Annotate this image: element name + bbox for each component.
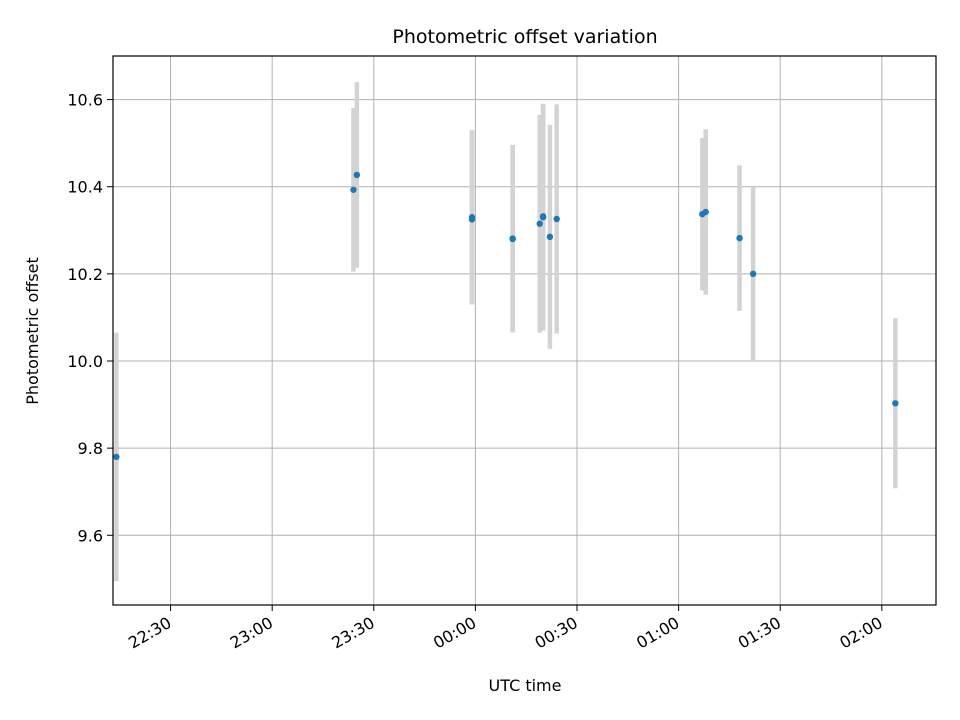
y-tick-label: 9.6 — [78, 526, 103, 545]
plot-frame — [112, 55, 937, 606]
data-point — [536, 220, 543, 227]
x-tick-label: 23:30 — [328, 613, 377, 653]
data-point — [546, 233, 554, 241]
x-tick-label: 22:30 — [125, 613, 174, 653]
x-axis-label: UTC time — [489, 676, 562, 695]
data-point — [113, 453, 120, 461]
x-tick-label: 02:00 — [836, 613, 885, 653]
data-point — [749, 270, 757, 278]
y-tick-label: 9.8 — [78, 439, 103, 458]
data-point — [539, 213, 547, 220]
y-axis-label: Photometric offset — [23, 257, 42, 405]
y-tick-label: 10.4 — [67, 178, 103, 197]
y-tick-label: 10.2 — [67, 265, 103, 284]
x-tick-label: 00:00 — [430, 613, 479, 653]
y-tick-label: 10.6 — [67, 91, 103, 110]
x-tick-label: 00:30 — [532, 613, 581, 653]
error-bars — [114, 82, 898, 582]
x-tick-label: 01:00 — [633, 613, 682, 653]
data-point — [350, 186, 357, 193]
y-tick-label: 10.0 — [67, 352, 103, 371]
x-axis: 22:30 23:00 23:30 00:00 00:30 01:00 01:30 02:00 — [125, 605, 886, 653]
data-point — [736, 234, 743, 242]
data-point — [509, 235, 516, 243]
y-axis: 9.6 9.8 10.0 10.2 10.4 10.6 — [67, 91, 113, 545]
data-point — [892, 400, 899, 407]
data-point — [553, 215, 560, 223]
chart-title: Photometric offset variation — [392, 26, 657, 48]
data-points — [113, 171, 899, 461]
x-tick-label: 23:00 — [227, 613, 276, 653]
data-point — [702, 208, 709, 216]
data-point — [353, 171, 361, 179]
grid — [113, 56, 936, 605]
data-point — [468, 216, 476, 223]
x-tick-label: 01:30 — [735, 613, 784, 653]
